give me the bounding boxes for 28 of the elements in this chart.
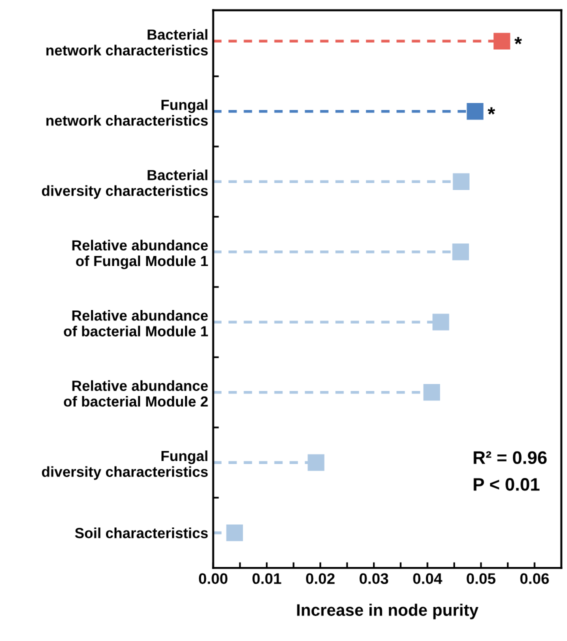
x-tick-label: 0.00 xyxy=(198,573,228,584)
x-tick-label: 0.03 xyxy=(360,573,388,584)
point xyxy=(308,454,324,471)
y-tick-label: Relative abundance of bacterial Module 1 xyxy=(64,310,208,336)
y-tick-label: Fungal network characteristics xyxy=(46,99,208,126)
y-tick-label: Bacterial diversity characteristics xyxy=(42,170,208,199)
x-tick-label: 0.04 xyxy=(413,573,442,584)
y-tick-label: Soil characteristics xyxy=(75,528,208,538)
y-tick-label: Relative abundance of bacterial Module 2 xyxy=(64,380,208,407)
y-tick-label: Fungal diversity characteristics xyxy=(42,450,208,480)
y-tick-label: Relative abundance of Fungal Module 1 xyxy=(72,240,208,270)
point xyxy=(494,32,510,50)
x-axis-title: Increase in node purity xyxy=(297,604,478,620)
annotation: P < 0.01 xyxy=(474,478,540,491)
x-tick-label: 0.05 xyxy=(466,573,496,584)
x-tick-label: 0.06 xyxy=(520,573,549,584)
annotation: * xyxy=(488,107,496,114)
point xyxy=(423,384,440,401)
y-tick-label: Bacterial network characteristics xyxy=(46,29,208,56)
annotation: * xyxy=(514,36,522,44)
point xyxy=(432,314,450,330)
x-tick-label: 0.01 xyxy=(252,573,282,584)
point xyxy=(452,173,470,190)
point xyxy=(466,103,484,120)
x-tick-label: 0.02 xyxy=(306,573,335,584)
annotation: R² = 0.96 xyxy=(474,451,547,464)
point xyxy=(452,244,469,260)
point xyxy=(226,524,243,542)
